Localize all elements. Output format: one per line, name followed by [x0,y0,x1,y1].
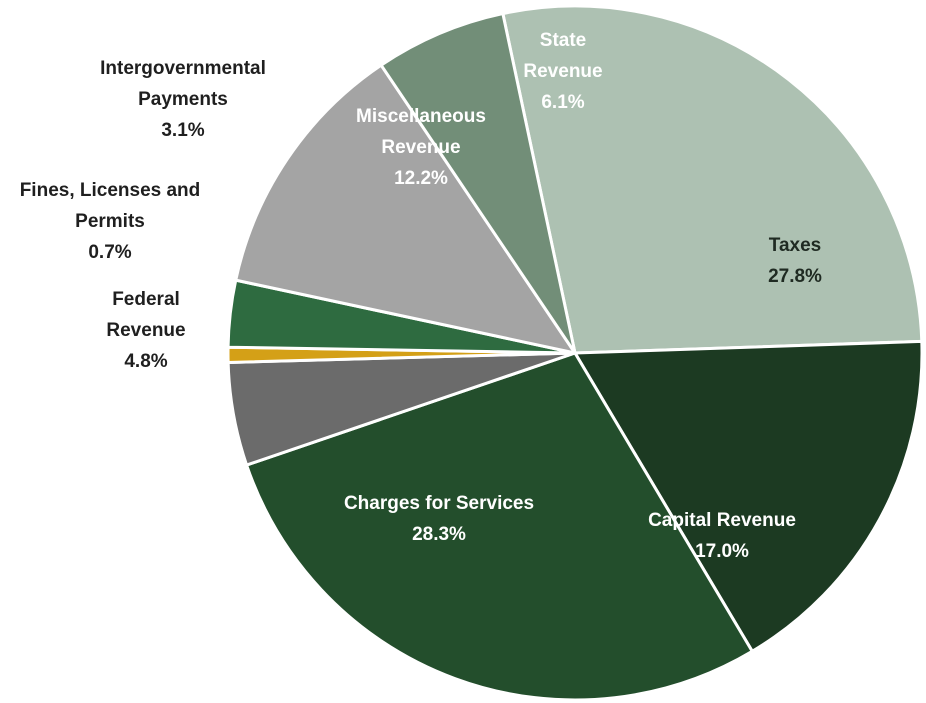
pie-slices [226,4,924,702]
pie-slice-state-revenue [379,12,577,355]
slice-label-intergovernmental-payments: Intergovernmental Payments 3.1% [100,58,266,141]
pie-slice-miscellaneous-revenue [234,63,577,355]
pie-labels: Taxes 27.8% Capital Revenue 17.0% Charges fo… [20,30,822,562]
slice-label-state-revenue: State Revenue 6.1% [523,30,602,113]
pie-slice-capital-revenue [573,339,924,653]
pie-slice-charges-for-services [245,351,754,702]
slice-label-taxes: Taxes 27.8% [768,235,822,287]
slice-label-miscellaneous-revenue: Miscellaneous Revenue 12.2% [356,106,486,189]
slice-label-capital-revenue: Capital Revenue 17.0% [648,510,796,562]
slice-label-fines-licenses-and-permits: Fines, Licenses and Permits 0.7% [20,180,201,263]
slice-label-charges-for-services: Charges for Services 28.3% [344,493,534,545]
pie-slice-taxes [501,4,924,355]
slice-label-federal-revenue: Federal Revenue 4.8% [106,289,185,372]
